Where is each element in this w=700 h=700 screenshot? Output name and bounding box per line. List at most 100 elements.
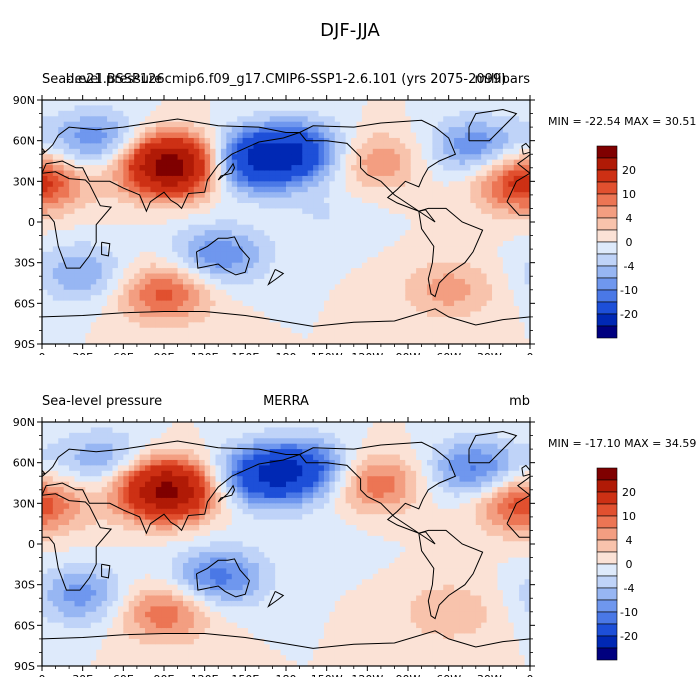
pressure-cell: [410, 262, 417, 269]
pressure-cell: [215, 300, 222, 307]
pressure-cell: [367, 278, 374, 285]
pressure-cell: [454, 186, 461, 193]
pressure-cell: [79, 660, 86, 666]
pressure-cell: [302, 300, 309, 307]
pressure-cell: [69, 655, 76, 662]
pressure-cell: [313, 197, 320, 204]
pressure-cell: [492, 246, 499, 253]
pressure-cell: [107, 132, 114, 139]
pressure-cell: [508, 208, 515, 215]
pressure-cell: [286, 333, 293, 340]
pressure-cell: [508, 192, 515, 199]
pressure-cell: [145, 273, 152, 280]
pressure-cell: [145, 284, 152, 291]
pressure-cell: [58, 148, 65, 155]
pressure-cell: [394, 322, 401, 329]
pressure-cell: [139, 327, 146, 334]
pressure-cell: [134, 240, 141, 247]
pressure-cell: [145, 208, 152, 215]
pressure-cell: [443, 295, 450, 302]
pressure-cell: [42, 121, 49, 128]
pressure-cell: [258, 100, 265, 107]
pressure-cell: [85, 546, 92, 553]
pressure-cell: [323, 110, 330, 117]
pressure-cell: [421, 192, 428, 199]
pressure-cell: [416, 213, 423, 220]
pressure-cell: [96, 240, 103, 247]
pressure-cell: [258, 311, 265, 318]
pressure-cell: [454, 322, 461, 329]
pressure-cell: [470, 316, 477, 323]
pressure-cell: [486, 306, 493, 313]
pressure-cell: [47, 552, 54, 559]
pressure-cell: [399, 306, 406, 313]
pressure-cell: [356, 322, 363, 329]
pressure-cell: [334, 322, 341, 329]
pressure-cell: [481, 333, 488, 340]
pressure-cell: [47, 622, 54, 629]
pressure-cell: [85, 611, 92, 618]
pressure-cell: [513, 165, 520, 172]
pressure-cell: [437, 268, 444, 275]
pressure-cell: [177, 197, 184, 204]
pressure-cell: [502, 110, 509, 117]
pressure-cell: [459, 137, 466, 144]
pressure-cell: [340, 154, 347, 161]
pressure-cell: [215, 311, 222, 318]
pressure-cell: [101, 465, 108, 472]
pressure-cell: [123, 459, 130, 466]
pressure-cell: [361, 235, 368, 242]
pressure-cell: [519, 186, 526, 193]
pressure-cell: [345, 192, 352, 199]
pressure-cell: [85, 644, 92, 651]
pressure-cell: [90, 617, 97, 624]
pressure-cell: [394, 295, 401, 302]
pressure-cell: [69, 192, 76, 199]
pressure-cell: [123, 257, 130, 264]
pressure-cell: [231, 246, 238, 253]
pressure-cell: [63, 262, 70, 269]
pressure-cell: [52, 487, 59, 494]
pressure-cell: [47, 606, 54, 613]
pressure-cell: [199, 116, 206, 123]
pressure-cell: [90, 590, 97, 597]
pressure-cell: [416, 257, 423, 264]
pressure-cell: [443, 170, 450, 177]
pressure-cell: [58, 338, 65, 344]
pressure-cell: [74, 240, 81, 247]
pressure-cell: [264, 116, 271, 123]
pressure-cell: [47, 300, 54, 307]
pressure-cell: [410, 230, 417, 237]
pressure-cell: [470, 251, 477, 258]
pressure-cell: [242, 213, 249, 220]
pressure-cell: [85, 333, 92, 340]
pressure-cell: [69, 235, 76, 242]
pressure-cell: [107, 105, 114, 112]
pressure-cell: [58, 240, 65, 247]
pressure-cell: [248, 165, 255, 172]
pressure-cell: [497, 230, 504, 237]
pressure-cell: [242, 165, 249, 172]
pressure-cell: [204, 338, 211, 344]
pressure-cell: [405, 273, 412, 280]
pressure-cell: [275, 121, 282, 128]
pressure-cell: [237, 170, 244, 177]
pressure-cell: [334, 148, 341, 155]
pressure-cell: [508, 230, 515, 237]
pressure-cell: [117, 422, 124, 429]
pressure-cell: [302, 278, 309, 285]
pressure-cell: [90, 289, 97, 296]
pressure-cell: [69, 557, 76, 564]
pressure-cell: [524, 289, 530, 296]
pressure-cell: [139, 268, 146, 275]
pressure-cell: [378, 105, 385, 112]
pressure-cell: [410, 284, 417, 291]
pressure-cell: [107, 427, 114, 434]
pressure-cell: [161, 154, 168, 161]
pressure-cell: [307, 148, 314, 155]
pressure-cell: [410, 300, 417, 307]
pressure-cell: [166, 338, 173, 344]
pressure-cell: [112, 338, 119, 344]
pressure-cell: [107, 595, 114, 602]
pressure-cell: [47, 617, 54, 624]
